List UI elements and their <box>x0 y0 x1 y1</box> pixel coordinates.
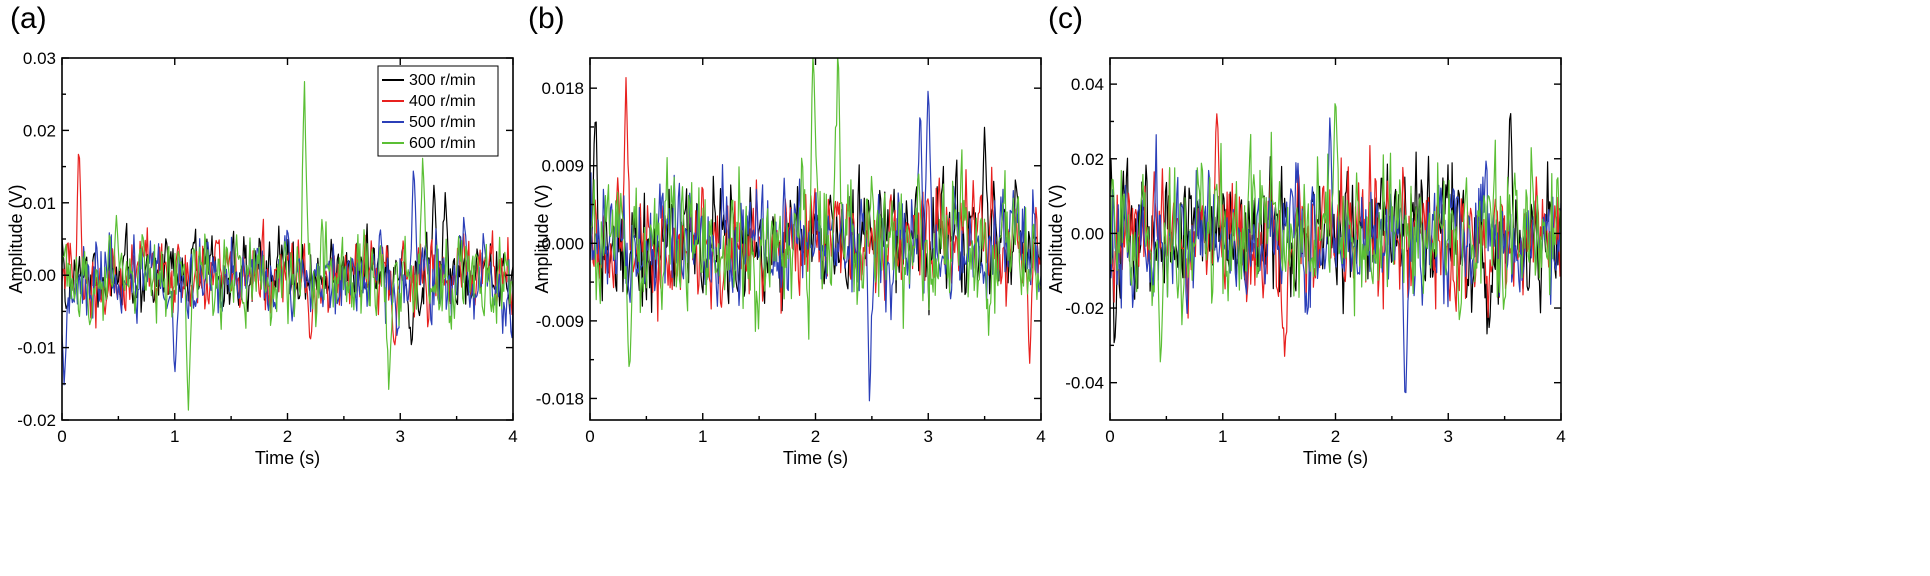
y-tick-label: -0.018 <box>536 389 584 408</box>
x-axis-title: Time (s) <box>255 448 320 468</box>
chart-panel-a: 0 1 2 3 4 -0.02 -0.01 0.00 0.01 0.02 0.03 Time (s) A… <box>6 2 518 468</box>
x-tick-label: 3 <box>1444 427 1453 446</box>
x-tick-label: 1 <box>698 427 707 446</box>
legend-label: 500 r/min <box>409 114 476 131</box>
series-group <box>590 58 1041 402</box>
x-tick-label: 4 <box>1556 427 1565 446</box>
x-tick-label: 1 <box>1218 427 1227 446</box>
y-tick-label: -0.04 <box>1065 374 1104 393</box>
x-tick-label: 0 <box>585 427 594 446</box>
y-tick-label: 0.00 <box>23 266 56 285</box>
x-tick-label: 0 <box>57 427 66 446</box>
panel-label: (b) <box>528 2 565 35</box>
legend: 300 r/min 400 r/min 500 r/min 600 r/min <box>377 65 499 157</box>
series-group <box>1110 103 1561 394</box>
x-tick-label: 3 <box>924 427 933 446</box>
y-tick-label: 0.009 <box>541 157 584 176</box>
y-tick-label: -0.009 <box>536 312 584 331</box>
series-line-600-r-min <box>1110 103 1561 363</box>
y-tick-label: 0.01 <box>23 194 56 213</box>
chart-panel-c: 0 1 2 3 4 -0.04 -0.02 0.00 0.02 0.04 Time (s) Ampli… <box>1046 2 1566 468</box>
y-tick-label: -0.02 <box>17 411 56 430</box>
x-axis-title: Time (s) <box>1303 448 1368 468</box>
x-tick-label: 4 <box>1036 427 1045 446</box>
y-tick-label: 0.018 <box>541 79 584 98</box>
x-tick-label: 2 <box>811 427 820 446</box>
x-tick-label: 4 <box>508 427 517 446</box>
series-line-600-r-min <box>590 58 1041 368</box>
series-group <box>62 80 513 411</box>
x-tick-label: 3 <box>396 427 405 446</box>
x-tick-label: 1 <box>170 427 179 446</box>
x-tick-label: 0 <box>1105 427 1114 446</box>
y-tick-label: -0.01 <box>17 339 56 358</box>
y-tick-label: -0.02 <box>1065 299 1104 318</box>
x-tick-label: 2 <box>1331 427 1340 446</box>
y-axis-title: Amplitude (V) <box>6 184 26 293</box>
legend-label: 300 r/min <box>409 72 476 89</box>
y-tick-label: 0.02 <box>1071 150 1104 169</box>
legend-label: 600 r/min <box>409 135 476 152</box>
panel-label: (c) <box>1048 2 1083 35</box>
y-tick-label: 0.03 <box>23 49 56 68</box>
series-line-500-r-min <box>590 90 1041 402</box>
series-line-600-r-min <box>62 80 513 411</box>
y-axis-title: Amplitude (V) <box>1046 184 1066 293</box>
x-tick-label: 2 <box>283 427 292 446</box>
y-tick-label: 0.04 <box>1071 75 1104 94</box>
y-axis-title: Amplitude (V) <box>532 184 552 293</box>
x-axis-title: Time (s) <box>783 448 848 468</box>
y-tick-label: 0.02 <box>23 121 56 140</box>
chart-panel-b: 0 1 2 3 4 -0.018 -0.009 0.000 0.009 0.018 Time (s)… <box>528 2 1046 468</box>
series-line-500-r-min <box>1110 117 1561 394</box>
series-line-500-r-min <box>62 170 513 386</box>
panel-label: (a) <box>10 2 47 35</box>
y-tick-label: 0.00 <box>1071 224 1104 243</box>
y-tick-label: 0.000 <box>541 234 584 253</box>
legend-label: 400 r/min <box>409 93 476 110</box>
